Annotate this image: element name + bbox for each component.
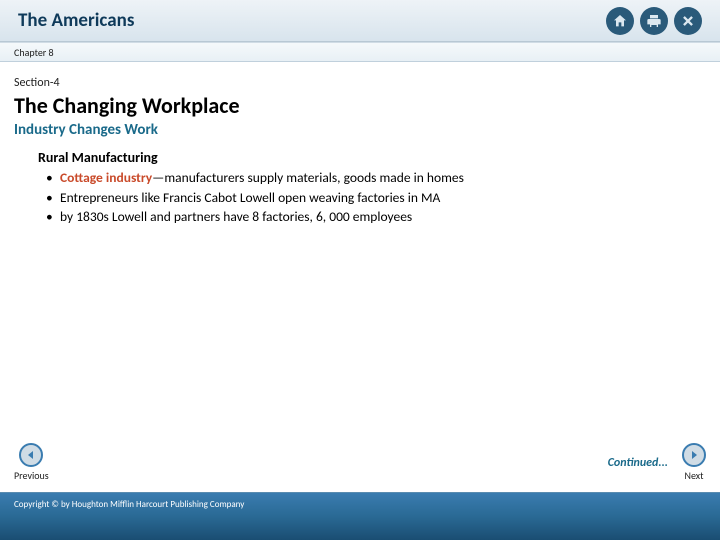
header-icons xyxy=(606,7,702,35)
next-arrow-icon xyxy=(682,443,706,467)
next-label: Next xyxy=(685,469,704,482)
copyright-footer: Copyright © by Houghton Mifflin Harcourt… xyxy=(0,492,720,516)
bullet-item: Entrepreneurs like Francis Cabot Lowell … xyxy=(60,188,706,208)
book-title: The Americans xyxy=(18,9,134,32)
home-icon[interactable] xyxy=(606,7,634,35)
print-icon[interactable] xyxy=(640,7,668,35)
header-bar: The Americans xyxy=(0,0,720,42)
close-icon[interactable] xyxy=(674,7,702,35)
bullet-text: Entrepreneurs like Francis Cabot Lowell … xyxy=(60,189,440,206)
prev-arrow-icon xyxy=(19,443,43,467)
bullet-list: Cottage industry—manufacturers supply ma… xyxy=(60,168,706,227)
sub-title: Industry Changes Work xyxy=(14,121,706,139)
chapter-label: Chapter 8 xyxy=(0,42,720,62)
nav-right: Continued... Next xyxy=(608,443,706,482)
bullet-text: —manufacturers supply materials, goods m… xyxy=(152,169,464,186)
prev-label: Previous xyxy=(14,469,49,482)
section-label: Section-4 xyxy=(14,76,706,90)
next-button[interactable]: Next xyxy=(682,443,706,482)
bottom-edge xyxy=(0,516,720,540)
page-title: The Changing Workplace xyxy=(14,92,706,119)
content-area: Section-4 The Changing Workplace Industr… xyxy=(0,62,720,492)
continued-label: Continued... xyxy=(608,456,668,470)
bullet-item: Cottage industry—manufacturers supply ma… xyxy=(60,168,706,188)
topic-heading: Rural Manufacturing xyxy=(38,149,706,166)
nav-row: Previous Continued... Next xyxy=(14,443,706,482)
bullet-item: by 1830s Lowell and partners have 8 fact… xyxy=(60,207,706,227)
previous-button[interactable]: Previous xyxy=(14,443,49,482)
topic-block: Rural Manufacturing Cottage industry—man… xyxy=(38,149,706,227)
bullet-text: by 1830s Lowell and partners have 8 fact… xyxy=(60,208,412,225)
highlight-term: Cottage industry xyxy=(60,169,152,186)
